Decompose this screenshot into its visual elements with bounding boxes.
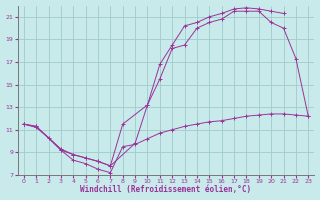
X-axis label: Windchill (Refroidissement éolien,°C): Windchill (Refroidissement éolien,°C) [80, 185, 252, 194]
